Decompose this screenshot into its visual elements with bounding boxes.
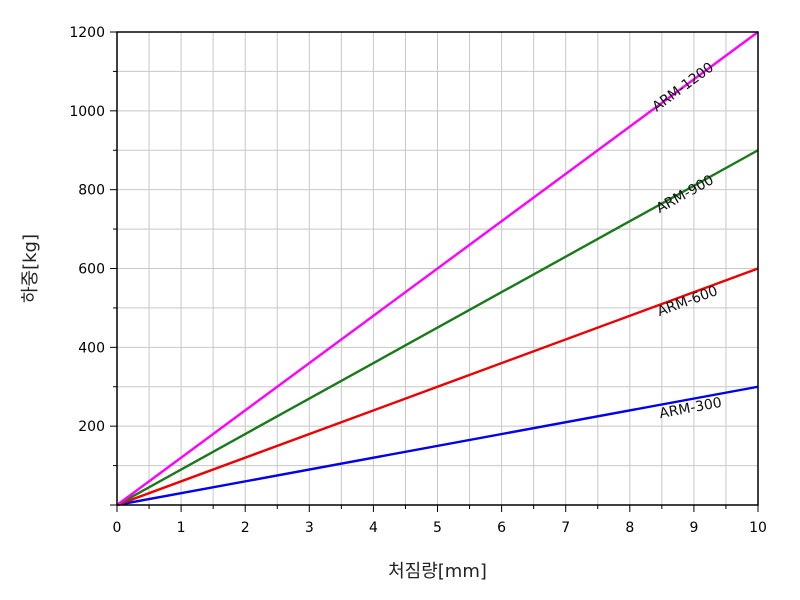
- x-axis-title: 처짐량[mm]: [388, 561, 487, 582]
- series-line-arm-600: [116, 267, 759, 507]
- x-tick-label: 5: [433, 520, 442, 536]
- x-tick-label: 8: [625, 520, 634, 536]
- y-tick-label: 200: [78, 419, 105, 435]
- x-tick-label: 1: [177, 520, 186, 536]
- x-tick-label: 2: [241, 520, 250, 536]
- x-tick-label: 10: [749, 520, 767, 536]
- x-tick-label: 6: [497, 520, 506, 536]
- y-tick-label: 400: [78, 340, 105, 356]
- y-tick-label: 600: [78, 262, 105, 278]
- series-line-arm-1200: [116, 31, 759, 506]
- x-tick-label: 9: [689, 520, 698, 536]
- series-label-arm-600: ARM-600: [655, 283, 720, 320]
- x-tick-label: 3: [305, 520, 314, 536]
- series-label-arm-900: ARM-900: [654, 172, 717, 217]
- y-tick-label: 1000: [69, 104, 105, 120]
- x-tick-label: 4: [369, 520, 378, 536]
- series-layer: [116, 31, 759, 507]
- series-line-arm-900: [116, 149, 759, 507]
- y-tick-label: 800: [78, 183, 105, 199]
- y-tick-label: 1200: [69, 25, 105, 41]
- x-tick-label: 7: [561, 520, 570, 536]
- y-axis-title: 하중[kg]: [20, 234, 41, 303]
- x-tick-label: 0: [113, 520, 122, 536]
- series-line-arm-300: [116, 385, 759, 507]
- axes: [110, 31, 759, 512]
- series-label-arm-1200: ARM-1200: [649, 60, 716, 116]
